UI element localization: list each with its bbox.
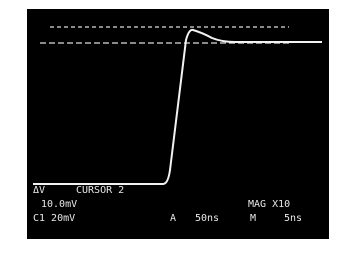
timebase-m: 5ns (284, 213, 302, 224)
channel-scale: C1 20mV (33, 213, 75, 224)
magnification: MAG X10 (248, 199, 290, 210)
timebase-m-label: M (250, 213, 256, 224)
cursor-label: ΔV (33, 185, 45, 196)
trigger-label: A (170, 213, 176, 224)
scope-display: ΔV CURSOR 2 10.0mV MAG X10 C1 20mV A 50n… (0, 0, 339, 253)
cursor-mode: CURSOR 2 (76, 185, 124, 196)
cursor-value: 10.0mV (41, 199, 77, 210)
timebase-a: 50ns (195, 213, 219, 224)
